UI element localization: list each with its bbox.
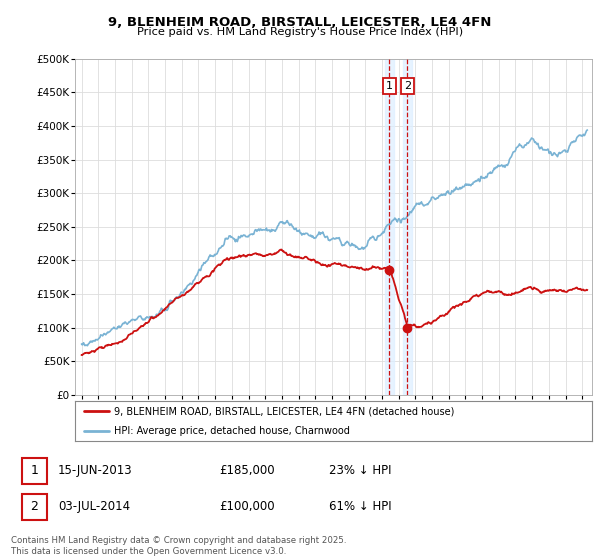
Text: 61% ↓ HPI: 61% ↓ HPI	[329, 501, 391, 514]
Text: 2: 2	[404, 81, 411, 91]
Text: 1: 1	[31, 464, 38, 477]
Text: 03-JUL-2014: 03-JUL-2014	[58, 501, 130, 514]
Text: 1: 1	[386, 81, 393, 91]
Bar	[403, 59, 412, 395]
Text: Contains HM Land Registry data © Crown copyright and database right 2025.
This d: Contains HM Land Registry data © Crown c…	[11, 536, 346, 556]
Bar	[385, 59, 394, 395]
Text: HPI: Average price, detached house, Charnwood: HPI: Average price, detached house, Char…	[114, 426, 350, 436]
Text: 15-JUN-2013: 15-JUN-2013	[58, 464, 133, 477]
Text: 9, BLENHEIM ROAD, BIRSTALL, LEICESTER, LE4 4FN: 9, BLENHEIM ROAD, BIRSTALL, LEICESTER, L…	[109, 16, 491, 29]
Bar	[22, 494, 47, 520]
Text: Price paid vs. HM Land Registry's House Price Index (HPI): Price paid vs. HM Land Registry's House …	[137, 27, 463, 37]
Bar	[22, 458, 47, 483]
Text: £100,000: £100,000	[220, 501, 275, 514]
Text: 23% ↓ HPI: 23% ↓ HPI	[329, 464, 391, 477]
Text: 9, BLENHEIM ROAD, BIRSTALL, LEICESTER, LE4 4FN (detached house): 9, BLENHEIM ROAD, BIRSTALL, LEICESTER, L…	[114, 407, 454, 417]
Text: 2: 2	[31, 501, 38, 514]
Text: £185,000: £185,000	[220, 464, 275, 477]
